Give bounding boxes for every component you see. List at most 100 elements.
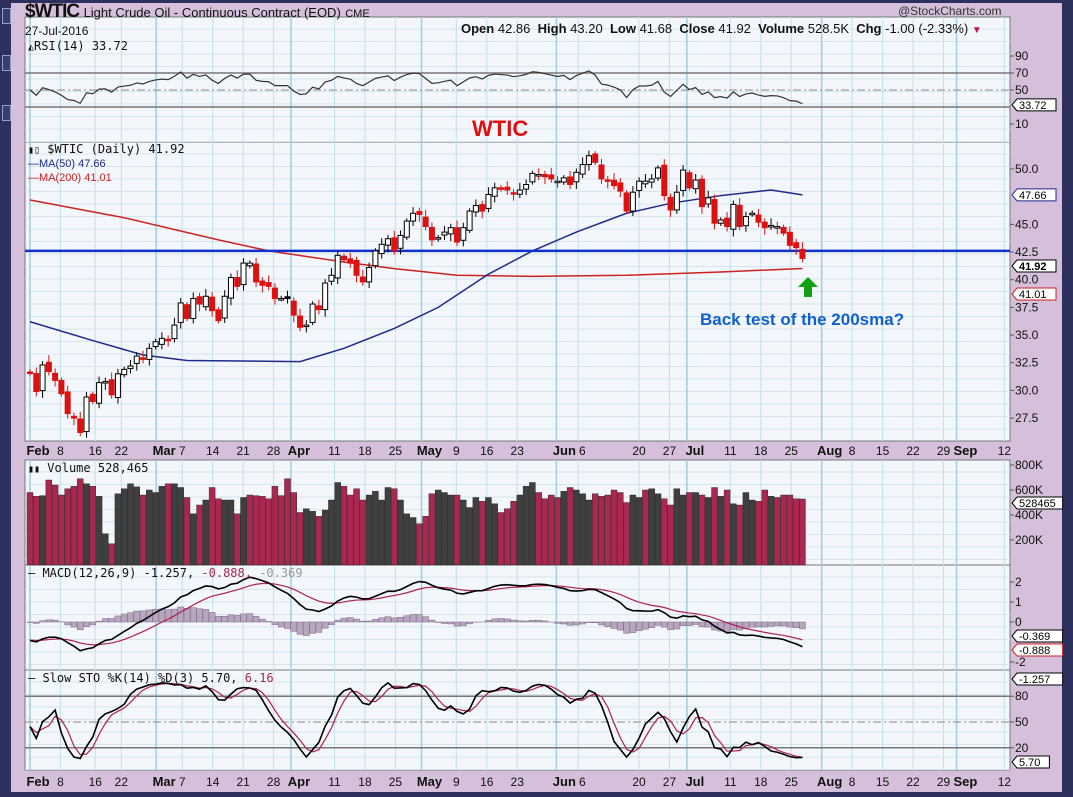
macd-histogram-bar (485, 620, 492, 623)
macd-histogram-bar (516, 620, 524, 623)
date-tick-label: 7 (179, 444, 186, 458)
volume-bar (780, 494, 787, 566)
macd-histogram-bar (591, 621, 599, 623)
volume-bar (717, 496, 724, 566)
candlestick-icon: ▮▯ (28, 145, 41, 156)
macd-histogram-bar (799, 621, 806, 630)
macd-histogram-bar (692, 621, 699, 625)
volume-bar (39, 495, 46, 566)
date-tick-label: 25 (389, 775, 403, 789)
ma50-legend: —MA(50) 47.66 (28, 158, 106, 170)
price-legend: ▮▯ $WTIC (Daily) 41.92 (28, 142, 185, 157)
volume-bar (391, 488, 398, 566)
macd-histogram-bar (560, 621, 568, 625)
volume-bar (648, 488, 655, 566)
toolbar-icon[interactable] (2, 105, 11, 121)
macd-histogram-bar (83, 621, 90, 627)
date-tick-label: Jul (685, 774, 704, 789)
macd-histogram-bar (240, 613, 247, 623)
macd-histogram-bar (252, 616, 260, 623)
macd-histogram-bar (246, 613, 254, 623)
macd-histogram-bar (76, 621, 84, 631)
volume-bar (642, 489, 649, 566)
macd-histogram-bar (152, 608, 159, 623)
volume-bar (416, 523, 423, 566)
candle (253, 263, 260, 283)
candle (692, 179, 699, 190)
candle (428, 226, 435, 241)
date-tick-label: 8 (849, 444, 856, 458)
volume-bar (799, 498, 806, 566)
brand-label: @StockCharts.com (898, 4, 1002, 18)
macd-histogram-bar (353, 618, 360, 623)
macd-histogram-bar (196, 608, 203, 623)
volume-bar (705, 497, 712, 566)
close-value: 41.92 (718, 21, 751, 36)
macd-histogram-bar (717, 621, 725, 632)
candle (297, 315, 304, 328)
date-tick-label: 27 (663, 444, 677, 458)
macd-histogram-bar (284, 621, 291, 629)
macd-histogram-bar (617, 621, 624, 631)
date-tick-label: 14 (206, 775, 220, 789)
candle (786, 231, 793, 246)
macd-histogram-bar (579, 621, 586, 625)
macd-histogram-bar (347, 617, 354, 623)
volume-bar (190, 513, 197, 566)
volume-axis-label: 800K (1015, 458, 1043, 472)
candle (529, 172, 536, 183)
volume-bar (196, 504, 203, 566)
candle (604, 179, 611, 182)
volume-bar (64, 488, 71, 566)
macd-histogram-bar (667, 621, 674, 630)
volume-bar (259, 496, 266, 566)
toolbar-icon[interactable] (2, 55, 11, 71)
volume-bar (384, 487, 392, 566)
macd-histogram-bar (139, 610, 147, 623)
macd-histogram-bar (504, 618, 511, 623)
candle (359, 276, 366, 283)
candle (146, 347, 153, 360)
volume-bar (353, 488, 360, 566)
macd-histogram-bar (604, 621, 612, 628)
volume-bar (472, 497, 480, 566)
volume-bar (234, 513, 241, 566)
macd-histogram-bar (403, 615, 411, 623)
date-tick-label: 28 (267, 444, 281, 458)
candle (83, 396, 90, 433)
candle (284, 296, 291, 300)
volume-legend-text: Volume 528,465 (47, 461, 149, 475)
candle (793, 242, 800, 249)
macd-histogram-bar (290, 621, 298, 632)
sto-axis-label: 80 (1015, 689, 1029, 703)
volume-bar (497, 512, 505, 566)
date-tick-label: 25 (389, 444, 403, 458)
macd-histogram-bar (761, 621, 769, 628)
candle (77, 418, 84, 433)
macd-histogram-bar (780, 621, 787, 627)
sto-legend: — Slow STO %K(14) %D(3) 5.70, 6.16 (28, 671, 274, 685)
date-tick-label: 6 (579, 444, 586, 458)
candle (403, 220, 410, 238)
volume-bar (792, 498, 800, 566)
macd-histogram-bar (416, 614, 423, 623)
volume-bar (566, 487, 574, 566)
candle (96, 382, 103, 404)
rsi-legend-text: RSI(14) 33.72 (34, 39, 128, 53)
date-tick-label: 22 (906, 775, 920, 789)
price-axis-label: 32.5 (1015, 356, 1039, 370)
volume-bar (560, 491, 567, 566)
candle (127, 365, 134, 369)
candle (177, 302, 184, 323)
macd-histogram-bar (127, 612, 134, 623)
volume-bar (284, 478, 291, 566)
ma200-value-tag: 41.01 (1019, 289, 1047, 301)
candle (535, 174, 542, 177)
candle (133, 355, 140, 364)
date-tick-label: 15 (876, 775, 890, 789)
macd-histogram-bar (309, 621, 316, 634)
volume-bar (70, 486, 78, 566)
toolbar-icon[interactable] (2, 8, 11, 24)
macd-histogram-bar (95, 620, 103, 623)
macd-histogram-bar (610, 621, 618, 629)
